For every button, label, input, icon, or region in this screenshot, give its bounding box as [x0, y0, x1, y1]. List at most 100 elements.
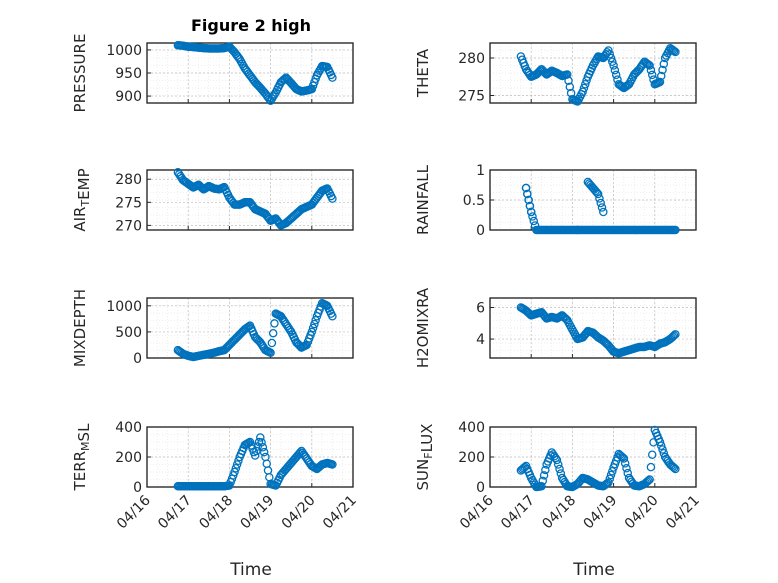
subplot-5: 0 500 1000 MIXDEPTH: [71, 289, 354, 367]
data-point: [270, 90, 279, 99]
data-point: [310, 319, 319, 329]
y-tick-label: 1: [476, 163, 485, 179]
y-axis-label: H2OMIXRA: [414, 287, 432, 368]
data-point: [656, 441, 666, 450]
data-point: [671, 47, 680, 57]
data-point: [642, 59, 652, 68]
data-point: [565, 82, 575, 92]
data-point: [606, 470, 616, 480]
y-axis-label: TERRMSL: [71, 423, 93, 492]
y-tick-label: 950: [115, 66, 142, 82]
data-point: [604, 46, 613, 55]
y-tick-label: 400: [115, 420, 142, 436]
y-tick-label: 280: [458, 51, 485, 67]
data-point: [599, 207, 608, 217]
data-point: [308, 323, 318, 333]
y-tick-label: 1000: [106, 43, 142, 59]
data-point: [579, 83, 589, 93]
data-point: [535, 66, 545, 75]
data-point: [644, 476, 653, 485]
data-point: [578, 87, 587, 97]
data-point: [647, 450, 657, 459]
data-point: [581, 80, 590, 89]
data-point: [620, 459, 630, 468]
data-point: [311, 315, 320, 325]
y-tick-label: 0: [133, 351, 142, 367]
data-point: [601, 480, 611, 489]
data-point: [642, 477, 652, 486]
data-point: [521, 183, 531, 193]
data-point: [610, 65, 620, 75]
data-point: [658, 445, 667, 454]
data-point: [658, 65, 667, 75]
y-tick-label: 200: [115, 450, 142, 466]
y-tick-label: 280: [115, 172, 142, 188]
data-point: [647, 70, 657, 80]
data-point: [605, 474, 614, 483]
plot-border: [146, 42, 354, 104]
y-tick-label: 275: [115, 195, 142, 211]
y-tick-label: 0: [133, 480, 142, 496]
data-point: [602, 48, 612, 57]
data-point: [328, 460, 337, 469]
data-point: [659, 59, 669, 69]
data-point: [609, 61, 618, 70]
data-point: [619, 454, 629, 463]
subplot-3: 270 275 280 AIRTEMP: [71, 168, 354, 234]
data-point: [573, 225, 582, 235]
y-tick-label: 6: [476, 300, 485, 316]
data-point: [602, 479, 612, 488]
y-tick-label: 200: [458, 450, 485, 466]
data-point: [655, 77, 665, 87]
data-point: [258, 442, 268, 452]
y-tick-label: 4: [476, 332, 485, 348]
data-point: [557, 473, 567, 483]
y-tick-label: 0: [476, 480, 485, 496]
y-axis-label: SUNFLUX: [414, 424, 436, 491]
data-point: [559, 475, 568, 485]
data-point: [595, 194, 604, 203]
data-point: [611, 70, 621, 80]
subplot-6: 4 6 H2OMIXRA: [414, 287, 697, 368]
data-point: [538, 476, 548, 486]
data-point: [669, 331, 679, 340]
data-point: [668, 45, 678, 55]
data-point: [656, 71, 666, 81]
y-tick-label: 1000: [106, 299, 142, 315]
data-point: [646, 462, 656, 472]
data-point: [267, 94, 277, 103]
data-point: [617, 81, 626, 91]
figure-title: Figure 2 high: [191, 16, 311, 35]
y-axis-label: RAINFALL: [414, 164, 432, 235]
data-point: [231, 463, 241, 473]
subplot-1: 900 950 1000 PRESSURE: [71, 34, 354, 112]
data-point: [232, 460, 242, 469]
data-point: [524, 195, 533, 205]
data-point: [593, 189, 603, 199]
subplot-4: 0 0.5 1 RAINFALL: [414, 163, 697, 239]
data-point: [555, 464, 564, 474]
data-point: [646, 65, 656, 75]
data-point: [539, 471, 549, 480]
y-tick-label: 0: [476, 223, 485, 239]
data-point: [655, 437, 665, 447]
data-point: [252, 446, 261, 456]
y-tick-label: 400: [458, 420, 485, 436]
data-point: [266, 348, 275, 358]
x-axis-label-right: Time: [572, 560, 615, 580]
data-point: [250, 451, 260, 460]
data-point: [257, 438, 266, 447]
subplot-2: 275 280 THETA: [414, 42, 697, 106]
data-point: [285, 325, 295, 335]
y-tick-label: 270: [115, 218, 142, 234]
data-point: [597, 203, 607, 212]
data-point: [537, 481, 546, 491]
y-tick-label: 0.5: [463, 193, 485, 209]
y-axis-label: AIRTEMP: [71, 168, 93, 231]
data-point: [259, 447, 269, 457]
data-point: [230, 467, 239, 477]
y-axis-label: MIXDEPTH: [71, 289, 89, 367]
data-point: [645, 61, 654, 70]
